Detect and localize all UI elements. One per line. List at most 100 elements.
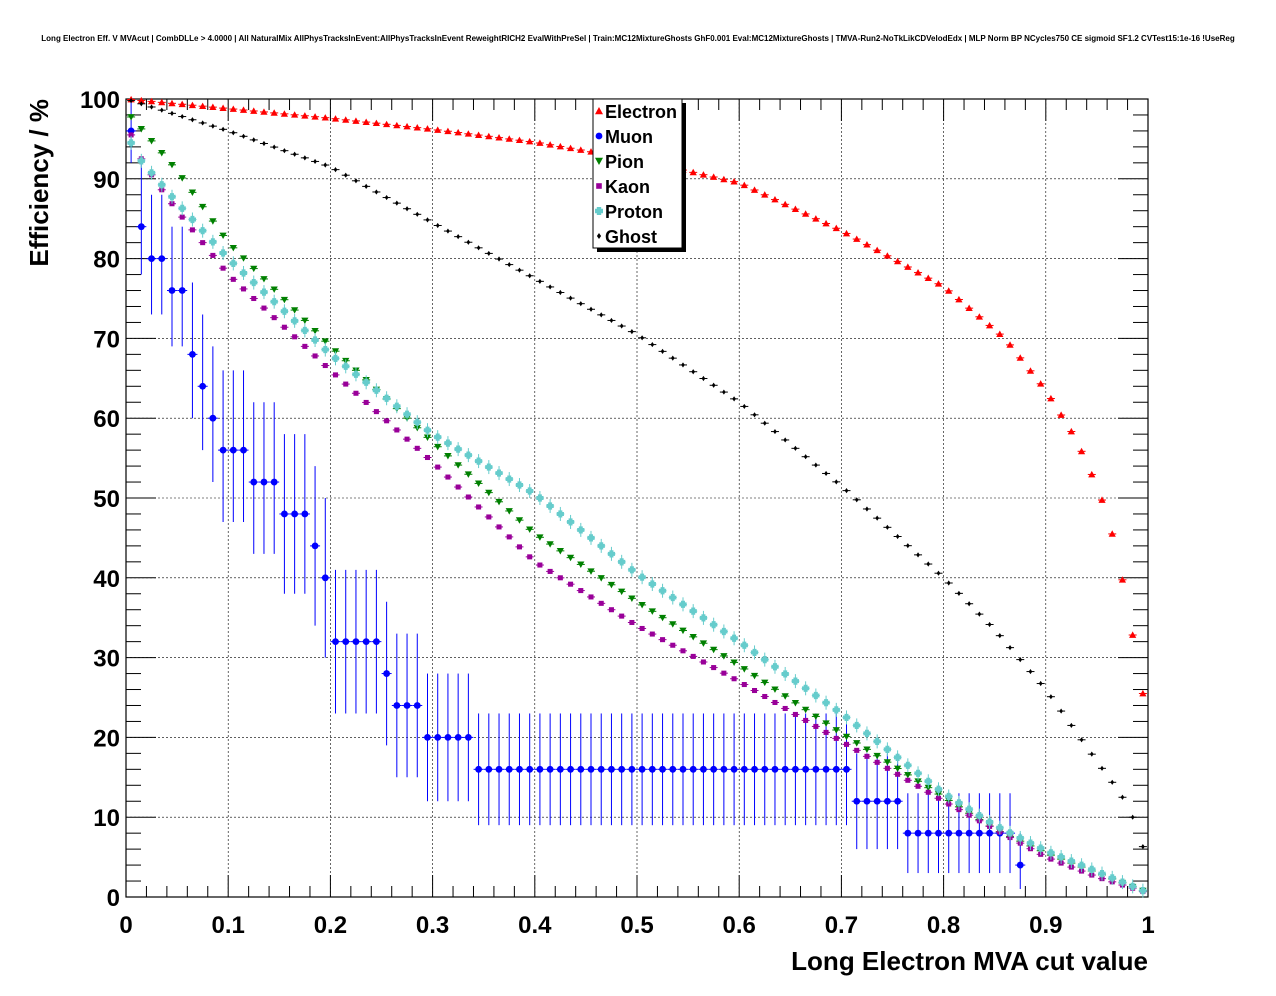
kaon-point: [302, 343, 308, 349]
electron-point: [199, 102, 207, 110]
pion-point: [556, 547, 564, 555]
proton-point: [597, 542, 605, 550]
electron-point: [1129, 631, 1137, 638]
electron-point: [577, 146, 585, 153]
ghost-point: [844, 488, 849, 494]
pion-point: [566, 554, 575, 562]
proton-point: [924, 777, 932, 785]
ghost-point: [139, 101, 144, 107]
muon-point: [802, 765, 810, 773]
ghost-point: [957, 590, 961, 596]
pion-point: [914, 778, 922, 785]
y-tick-label: 30: [93, 646, 120, 673]
proton-point: [1016, 834, 1024, 842]
ghost-point: [497, 256, 501, 262]
muon-point: [270, 478, 278, 486]
muon-point: [168, 287, 176, 294]
proton-point: [342, 362, 350, 370]
legend-marker-ghost: [596, 233, 602, 239]
proton-point: [526, 487, 534, 495]
electron-point: [842, 229, 851, 237]
ghost-point: [895, 533, 900, 540]
ghost-point: [936, 570, 941, 576]
ghost-point: [405, 206, 409, 212]
proton-point: [1077, 861, 1086, 869]
proton-point: [914, 769, 922, 777]
proton-point: [1067, 857, 1075, 865]
ghost-point: [313, 158, 317, 165]
pion-point: [781, 693, 789, 700]
electron-point: [812, 215, 820, 222]
kaon-point: [424, 454, 431, 461]
kaon-point: [629, 619, 635, 626]
kaon-point: [506, 534, 512, 540]
muon-point: [137, 223, 145, 231]
kaon-point: [486, 514, 492, 520]
electron-point: [761, 191, 769, 198]
muon-point: [485, 765, 493, 773]
proton-point: [710, 621, 718, 629]
ghost-point: [558, 289, 563, 296]
proton-point: [812, 691, 820, 700]
proton-point: [199, 227, 207, 235]
pion-point: [802, 706, 810, 714]
pion-point: [689, 633, 697, 641]
x-axis-label: Long Electron MVA cut value: [791, 946, 1148, 976]
ghost-point: [231, 130, 236, 136]
kaon-point: [772, 699, 778, 706]
muon-point: [904, 829, 912, 837]
muon-point: [209, 414, 217, 422]
electron-point: [853, 235, 861, 242]
muon-point: [189, 350, 196, 358]
ghost-point: [691, 369, 696, 375]
ghost-point: [425, 217, 430, 223]
ghost-point: [783, 437, 788, 443]
x-tick-label: 0.5: [620, 912, 653, 939]
pion-point: [577, 561, 585, 569]
ghost-point: [834, 479, 839, 485]
muon-point: [638, 765, 646, 773]
muon-point: [771, 765, 779, 773]
muon-point: [720, 765, 728, 773]
muon-point: [700, 765, 707, 773]
electron-point: [904, 263, 912, 270]
x-tick-label: 0.9: [1029, 912, 1062, 939]
electron-point: [250, 107, 258, 114]
pion-point: [158, 149, 166, 157]
electron-point: [894, 257, 902, 265]
ghost-point: [926, 561, 931, 567]
muon-point: [832, 765, 840, 773]
proton-point: [423, 426, 432, 434]
pion-point: [127, 114, 135, 121]
muon-point: [597, 765, 605, 773]
ghost-point: [803, 454, 808, 460]
ghost-point: [906, 543, 910, 549]
proton-point: [699, 614, 708, 622]
proton-point: [945, 792, 953, 801]
proton-point: [996, 824, 1004, 832]
pion-point: [883, 759, 891, 766]
electron-point: [495, 134, 503, 141]
electron-point: [924, 274, 932, 282]
muon-point: [526, 765, 534, 773]
electron-point: [566, 144, 575, 152]
muon-point: [710, 765, 718, 773]
ghost-point: [527, 273, 532, 279]
legend-marker-muon: [595, 132, 603, 140]
muon-point: [352, 638, 360, 646]
muon-point: [556, 765, 564, 773]
pion-point: [587, 568, 595, 575]
ghost-point: [875, 515, 879, 521]
kaon-point: [455, 484, 461, 490]
muon-point: [342, 638, 350, 646]
ghost-point: [752, 412, 757, 418]
electron-point: [413, 124, 421, 131]
kaon-point: [414, 445, 420, 451]
x-tick-label: 0: [119, 912, 132, 939]
legend-marker-electron: [595, 107, 603, 115]
proton-point: [1026, 839, 1035, 847]
muon-point: [577, 765, 585, 773]
proton-point: [842, 713, 851, 722]
ghost-point: [711, 382, 716, 388]
ghost-point: [1069, 722, 1074, 729]
